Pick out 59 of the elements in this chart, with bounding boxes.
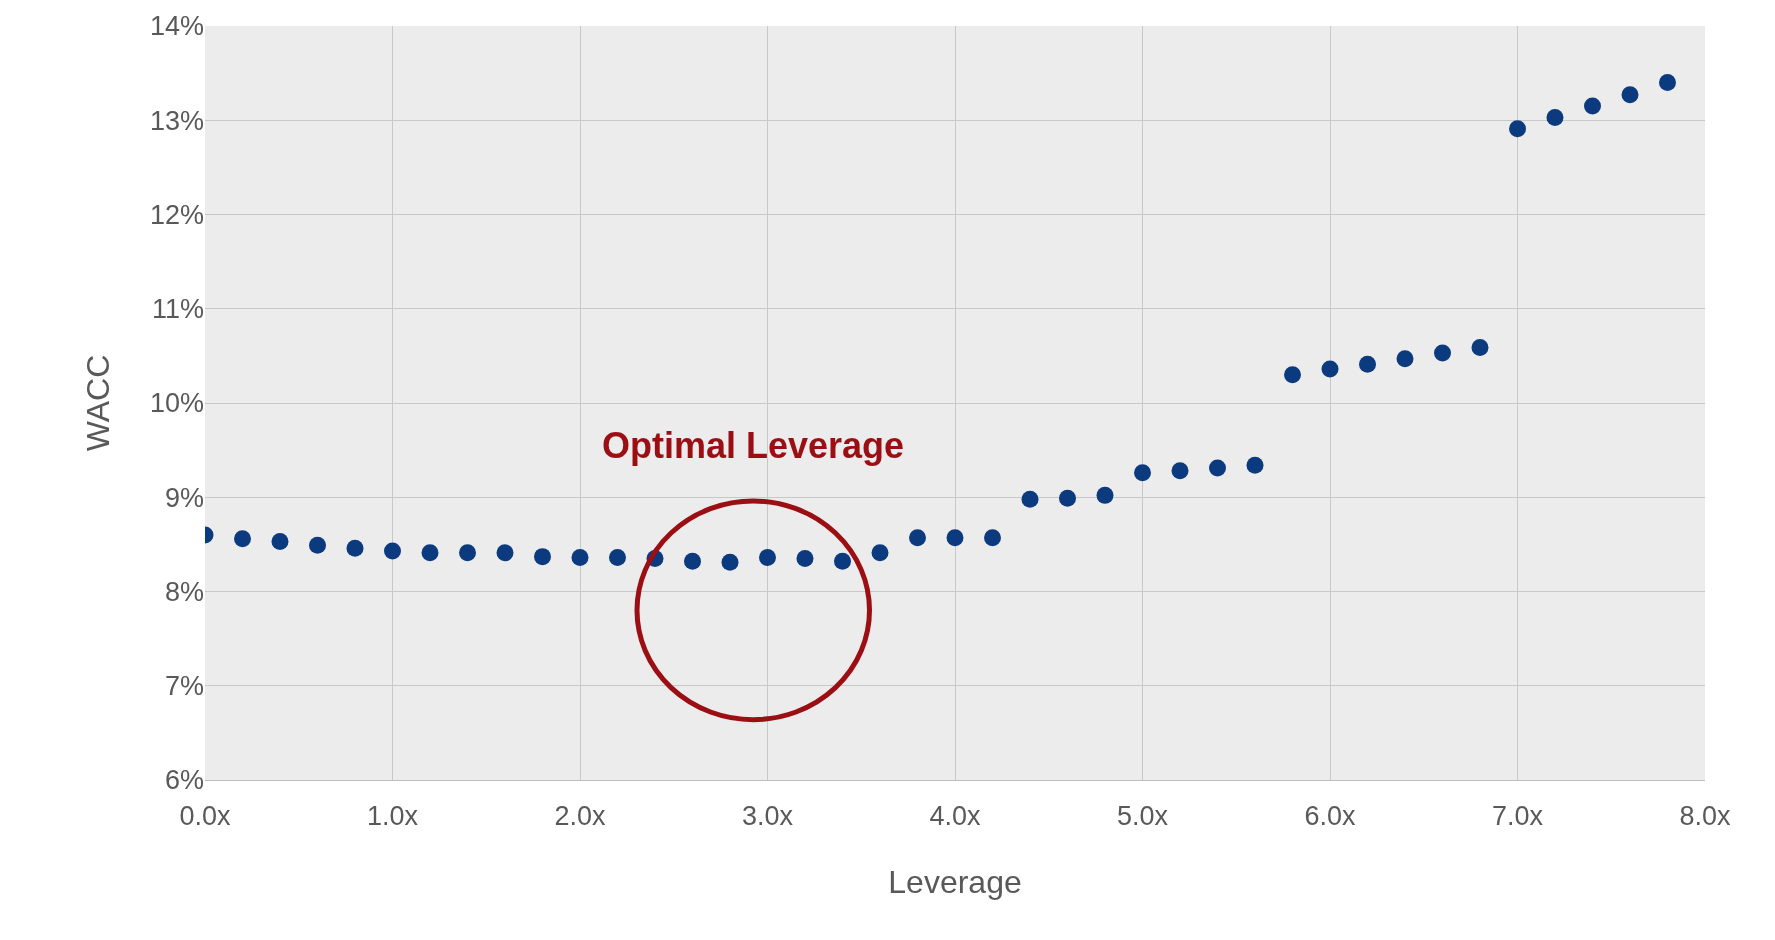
x-tick-label: 0.0x — [179, 801, 232, 832]
y-tick-label: 6% — [164, 765, 204, 796]
point — [1396, 350, 1414, 368]
point — [1059, 489, 1076, 507]
point — [1284, 366, 1301, 384]
point — [946, 529, 964, 547]
y-tick-label: 9% — [164, 482, 204, 513]
point — [1659, 74, 1676, 92]
y-tick-label: 10% — [149, 388, 204, 419]
point — [796, 550, 814, 567]
point — [271, 533, 289, 551]
point — [1359, 355, 1376, 373]
point — [684, 552, 701, 570]
x-tick-label: 6.0x — [1304, 801, 1357, 832]
point — [909, 529, 926, 547]
point — [1021, 490, 1039, 508]
point — [1209, 459, 1226, 477]
point — [496, 544, 514, 562]
point — [459, 544, 476, 562]
y-tick-label: 12% — [149, 199, 204, 230]
point — [1246, 456, 1264, 474]
x-tick-label: 7.0x — [1491, 801, 1544, 832]
point — [609, 549, 626, 567]
point — [1134, 464, 1151, 482]
x-tick-label: 2.0x — [554, 801, 607, 832]
point — [871, 544, 889, 562]
point — [721, 553, 739, 571]
x-axis-title: Leverage — [888, 864, 1022, 901]
point — [1321, 360, 1339, 378]
point — [834, 552, 851, 570]
point — [1546, 108, 1564, 126]
annotation: Optimal Leverage — [602, 425, 905, 466]
x-tick-label: 3.0x — [741, 801, 794, 832]
point — [534, 548, 551, 566]
x-tick-label: 4.0x — [929, 801, 982, 832]
point — [309, 536, 326, 554]
y-axis-title: WACC — [80, 354, 117, 452]
point — [384, 542, 401, 560]
point — [234, 530, 251, 548]
x-tick-label: 5.0x — [1116, 801, 1169, 832]
point — [346, 539, 364, 557]
point — [759, 549, 776, 567]
point — [1096, 486, 1114, 504]
point — [1509, 120, 1526, 138]
y-tick-label: 8% — [164, 576, 204, 607]
x-tick-label: 1.0x — [366, 801, 419, 832]
y-tick-label: 11% — [151, 294, 204, 325]
y-tick-label: 13% — [149, 105, 204, 136]
point — [1434, 344, 1451, 362]
y-tick-label: 7% — [164, 671, 204, 702]
y-tick-label: 14% — [149, 11, 204, 42]
x-tick-label: 8.0x — [1679, 801, 1732, 832]
point — [1171, 462, 1189, 480]
point — [571, 549, 589, 567]
point — [1471, 338, 1489, 356]
point — [984, 529, 1001, 547]
point — [421, 544, 439, 562]
point — [1621, 86, 1639, 104]
point — [1584, 97, 1601, 115]
